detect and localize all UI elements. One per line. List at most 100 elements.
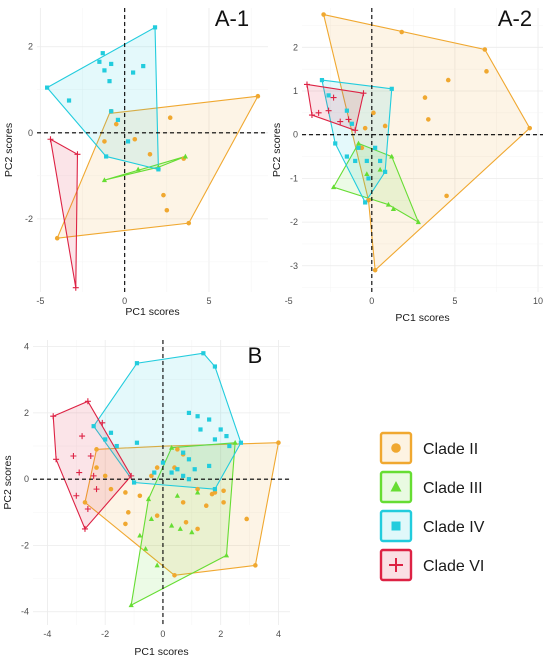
x-tick-label: 0 xyxy=(160,629,165,639)
point-clade-ii xyxy=(444,193,449,199)
x-tick-label: 2 xyxy=(218,629,223,639)
point-clade-iv xyxy=(207,463,212,469)
y-tick-labels: -2 0 2 xyxy=(25,42,33,224)
point-clade-iii xyxy=(143,545,149,551)
point-clade-vi xyxy=(303,81,310,88)
point-clade-iii xyxy=(128,602,134,608)
point-clade-iii xyxy=(377,166,383,172)
x-tick-label: 5 xyxy=(206,296,211,306)
clade-hulls xyxy=(46,26,259,288)
y-tick-label: 0 xyxy=(293,130,298,140)
point-clade-vi xyxy=(337,118,344,125)
point-clade-ii xyxy=(54,235,60,241)
point-clade-iii xyxy=(364,171,370,177)
point-clade-iii xyxy=(194,489,201,495)
point-clade-iv xyxy=(224,434,229,439)
reference-lines xyxy=(302,8,543,292)
x-tick-labels: -5 0 5 10 xyxy=(285,296,543,306)
y-axis-label: PC2 scores xyxy=(271,123,283,177)
point-clade-iv xyxy=(134,440,140,445)
data-points xyxy=(303,12,533,273)
point-clade-ii xyxy=(255,93,261,99)
point-clade-ii xyxy=(221,488,226,494)
point-clade-iii xyxy=(330,184,337,190)
panel-label: B xyxy=(248,343,263,368)
point-clade-vi xyxy=(352,127,359,134)
data-points xyxy=(45,25,261,291)
point-clade-iii xyxy=(148,516,154,521)
x-tick-labels: -4 -2 0 2 4 xyxy=(43,629,281,639)
point-clade-ii xyxy=(82,500,88,505)
plus-marker-icon xyxy=(389,558,403,572)
x-tick-label: 5 xyxy=(452,296,457,306)
point-clade-vi xyxy=(325,107,332,114)
legend-label: Clade III xyxy=(423,480,483,497)
panel-label: A-2 xyxy=(498,6,532,31)
point-clade-ii xyxy=(484,69,489,74)
reference-lines xyxy=(37,8,268,292)
point-clade-iv xyxy=(109,61,114,67)
point-clade-ii xyxy=(221,500,226,505)
point-clade-iv xyxy=(212,487,218,492)
y-tick-label: 2 xyxy=(24,408,29,418)
point-clade-vi xyxy=(87,452,94,459)
hull-clade-iv xyxy=(92,352,242,490)
point-clade-ii xyxy=(164,207,170,213)
point-clade-vi xyxy=(345,116,352,123)
point-clade-iv xyxy=(333,141,338,146)
point-clade-iv xyxy=(131,70,136,75)
point-clade-iii xyxy=(169,522,175,528)
point-clade-iii xyxy=(135,166,141,172)
y-tick-label: -2 xyxy=(290,217,298,227)
point-clade-ii xyxy=(276,440,281,446)
hull-clade-iv xyxy=(321,79,393,204)
point-clade-iv xyxy=(125,139,131,144)
point-clade-ii xyxy=(253,563,258,568)
point-clade-ii xyxy=(154,465,160,470)
legend: Clade II Clade III Clade IV Clade VI xyxy=(379,431,485,582)
point-clade-ii xyxy=(426,117,431,122)
panel-label: A-1 xyxy=(215,6,249,31)
y-tick-label: 4 xyxy=(24,342,29,352)
point-clade-iv xyxy=(181,450,186,455)
point-clade-iv xyxy=(363,200,368,205)
point-clade-iii xyxy=(177,526,183,531)
point-clade-iii xyxy=(145,496,152,502)
panel-a2: -5 0 5 10 -3 -2 -1 0 1 2 PC1 scores PC2 scores A… xyxy=(271,6,543,324)
point-clade-iv xyxy=(66,98,72,103)
hull-clade-vi xyxy=(49,138,79,288)
legend-item-clade-iii: Clade III xyxy=(379,470,483,504)
point-clade-iii xyxy=(174,492,180,498)
x-tick-label: 4 xyxy=(276,629,281,639)
point-clade-iv xyxy=(100,51,105,56)
point-clade-vi xyxy=(74,151,81,158)
point-clade-ii xyxy=(482,47,488,52)
x-tick-label: -5 xyxy=(36,296,44,306)
point-clade-ii xyxy=(137,493,143,499)
circle-marker-icon xyxy=(391,443,401,453)
point-clade-ii xyxy=(371,110,376,116)
point-clade-iv xyxy=(344,154,349,159)
hull-clade-iii xyxy=(332,142,420,224)
point-clade-ii xyxy=(94,447,99,452)
point-clade-iv xyxy=(152,470,157,475)
point-clade-ii xyxy=(359,145,365,151)
point-clade-ii xyxy=(123,521,128,527)
point-clade-vi xyxy=(93,486,100,493)
point-clade-ii xyxy=(445,77,451,83)
point-clade-iv xyxy=(175,467,180,472)
point-clade-iv xyxy=(212,364,218,369)
point-clade-iii xyxy=(390,206,397,211)
point-clade-ii xyxy=(161,192,166,198)
point-clade-ii xyxy=(203,503,209,508)
point-clade-ii xyxy=(244,516,249,522)
point-clade-vi xyxy=(50,413,57,420)
point-clade-vi xyxy=(330,94,337,101)
point-clade-ii xyxy=(147,152,153,157)
point-clade-iv xyxy=(131,480,137,485)
x-tick-label: -5 xyxy=(285,296,293,306)
point-clade-iv xyxy=(156,167,161,172)
point-clade-iv xyxy=(218,427,223,432)
point-clade-iv xyxy=(169,470,174,475)
